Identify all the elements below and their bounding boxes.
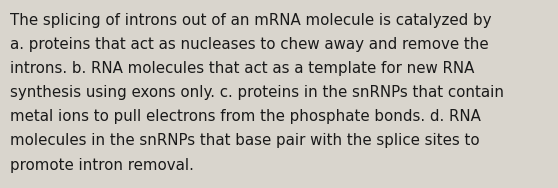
Text: molecules in the snRNPs that base pair with the splice sites to: molecules in the snRNPs that base pair w… [10,133,480,149]
Text: The splicing of introns out of an mRNA molecule is catalyzed by: The splicing of introns out of an mRNA m… [10,13,492,28]
Text: a. proteins that act as nucleases to chew away and remove the: a. proteins that act as nucleases to che… [10,37,489,52]
Text: promote intron removal.: promote intron removal. [10,158,194,173]
Text: synthesis using exons only. c. proteins in the snRNPs that contain: synthesis using exons only. c. proteins … [10,85,504,100]
Text: introns. b. RNA molecules that act as a template for new RNA: introns. b. RNA molecules that act as a … [10,61,474,76]
Text: metal ions to pull electrons from the phosphate bonds. d. RNA: metal ions to pull electrons from the ph… [10,109,481,124]
